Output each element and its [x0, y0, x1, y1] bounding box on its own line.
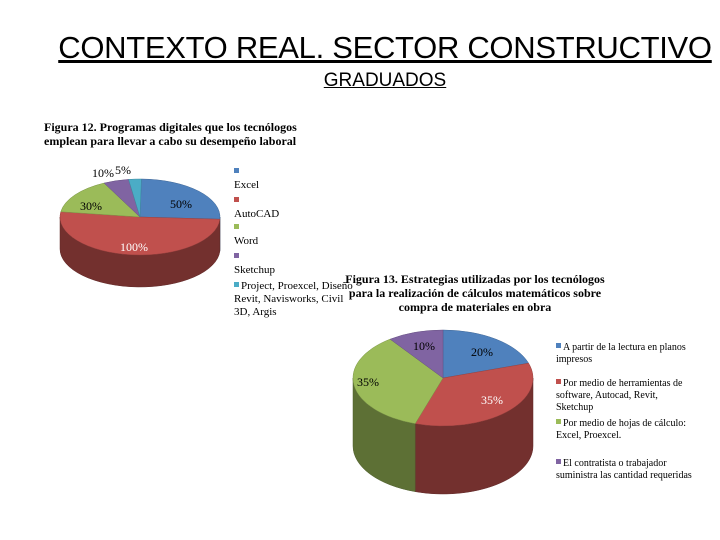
legend-label: Sketchup: [234, 264, 275, 276]
legend-item-software-tools: Por medio de herramientas de software, A…: [556, 378, 696, 414]
legend-item-printed-plans: A partir de la lectura en planos impreso…: [556, 342, 696, 366]
legend-item-other-software: Project, Proexcel, Diseño Revit, Naviswo…: [234, 280, 354, 319]
pie-data-label-3: 10%: [413, 339, 435, 353]
legend-item-contractor-supplies: El contratista o trabajador suministra l…: [556, 458, 696, 482]
legend-swatch: [556, 419, 561, 424]
pie-slice-1: [414, 362, 534, 427]
legend-label: A partir de la lectura en planos impreso…: [556, 342, 686, 365]
legend-label: Word: [234, 235, 259, 247]
pie-data-label-4: 5%: [115, 163, 131, 177]
figure-13-title: Figura 13. Estrategias utilizadas por lo…: [345, 272, 605, 314]
legend-label: Excel: [234, 179, 260, 191]
legend-item-sketchup: Sketchup: [234, 251, 275, 277]
legend-item-word: Word: [234, 222, 258, 248]
pie-slice-3: [389, 329, 444, 379]
pie-slice-4: [128, 178, 142, 218]
legend-swatch: [234, 282, 239, 287]
legend-swatch: [556, 379, 561, 384]
pie-slice-0: [139, 178, 221, 220]
pie-slice-2: [60, 182, 141, 218]
page-title: CONTEXTO REAL. SECTOR CONSTRUCTIVO: [58, 30, 712, 65]
legend-item-autocad: AutoCAD: [234, 195, 279, 221]
pie-slice-2: [352, 338, 444, 424]
pie-slice-1: [59, 211, 221, 256]
legend-swatch: [234, 168, 239, 173]
pie-data-label-1: 100%: [120, 240, 148, 254]
legend-swatch: [234, 197, 239, 202]
pie-data-label-3: 10%: [92, 166, 114, 180]
pie-data-label-0: 50%: [170, 197, 192, 211]
legend-swatch: [556, 459, 561, 464]
pie-data-label-2: 35%: [357, 375, 379, 389]
legend-label: AutoCAD: [234, 208, 280, 220]
page-subtitle: GRADUADOS: [323, 70, 447, 91]
legend-label: El contratista o trabajador suministra l…: [556, 458, 692, 481]
legend-swatch: [556, 343, 561, 348]
pie-data-label-1: 35%: [481, 393, 503, 407]
pie-data-label-0: 20%: [471, 345, 493, 359]
figure-12-title: Figura 12. Programas digitales que los t…: [44, 120, 297, 148]
legend-label: Project, Proexcel, Diseño Revit, Naviswo…: [234, 280, 353, 318]
legend-item-excel: Excel: [234, 166, 259, 192]
legend-swatch: [234, 253, 239, 258]
legend-label: Por medio de herramientas de software, A…: [556, 378, 683, 413]
pie-data-label-2: 30%: [80, 199, 102, 213]
legend-item-spreadsheets: Por medio de hojas de cálculo: Excel, Pr…: [556, 418, 696, 442]
legend-label: Por medio de hojas de cálculo: Excel, Pr…: [556, 418, 687, 441]
pie-slice-0: [442, 329, 529, 379]
legend-swatch: [234, 224, 239, 229]
